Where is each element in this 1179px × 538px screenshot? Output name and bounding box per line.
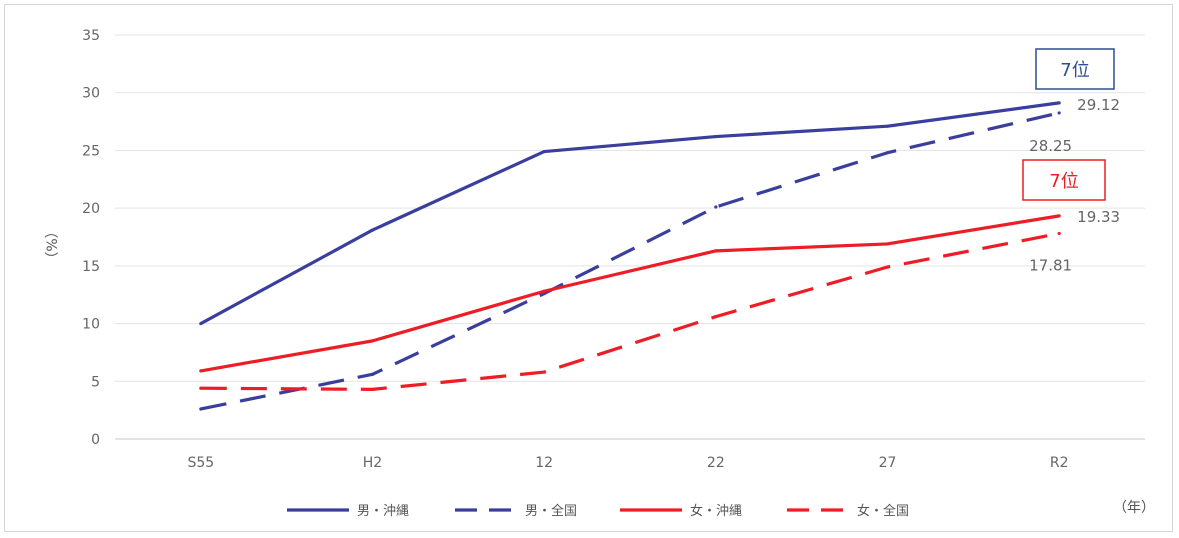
value-label: 17.81 — [1029, 256, 1072, 274]
data-point — [714, 134, 718, 139]
value-labels: 29.12 28.25 19.33 17.81 — [1029, 96, 1120, 275]
value-label: 29.12 — [1077, 96, 1120, 114]
data-point — [1057, 101, 1061, 105]
rank-badge-text: 7位 — [1060, 60, 1089, 81]
x-tick-label: S55 — [187, 455, 214, 471]
data-point — [885, 151, 890, 155]
series-lines — [199, 101, 1061, 411]
legend-label: 男・沖縄 — [357, 504, 409, 519]
data-point — [885, 242, 890, 246]
x-tick-label: 22 — [707, 455, 725, 471]
data-point — [199, 369, 203, 373]
legend-label: 女・沖縄 — [690, 503, 742, 519]
line-chart: 0 5 10 15 20 25 30 35 S55 H2 12 22 27 R2 29.12 28.25 1… — [45, 28, 1155, 519]
y-tick-label: 20 — [82, 201, 100, 217]
data-point — [199, 407, 203, 411]
legend-label: 男・全国 — [525, 503, 577, 519]
data-point — [885, 265, 890, 269]
data-point — [370, 387, 375, 391]
data-point — [199, 321, 203, 326]
series-line — [200, 101, 1060, 325]
rank-badge-text: 7位 — [1049, 171, 1078, 192]
y-tick-label: 35 — [82, 28, 100, 44]
legend-label: 女・全国 — [857, 503, 909, 519]
x-tick-labels: S55 H2 12 22 27 R2 — [187, 455, 1068, 471]
data-point — [542, 370, 546, 374]
data-point — [1057, 214, 1061, 218]
gridlines — [115, 34, 1145, 440]
data-point — [714, 205, 718, 209]
series-line — [200, 231, 1060, 391]
series-line — [200, 214, 1060, 373]
series-line — [200, 111, 1060, 411]
data-point — [199, 386, 203, 390]
x-tick-label: 12 — [535, 455, 553, 471]
y-tick-label: 10 — [82, 317, 100, 333]
data-point — [885, 124, 890, 128]
data-point — [370, 372, 375, 376]
y-tick-label: 0 — [91, 432, 100, 448]
y-axis-label: （%） — [45, 224, 61, 265]
x-tick-label: R2 — [1050, 455, 1069, 471]
y-tick-label: 25 — [82, 143, 100, 159]
data-point — [370, 339, 375, 343]
x-axis-unit: （年） — [1113, 500, 1155, 516]
y-tick-label: 5 — [91, 374, 100, 390]
legend: 男・沖縄 男・全国 女・沖縄 女・全国 — [287, 503, 909, 519]
data-point — [1057, 231, 1061, 236]
x-tick-label: 27 — [879, 455, 897, 471]
y-tick-label: 30 — [82, 86, 100, 102]
chart-frame: 0 5 10 15 20 25 30 35 S55 H2 12 22 27 R2 29.12 28.25 1… — [4, 4, 1173, 532]
data-point — [714, 249, 718, 253]
data-point — [542, 149, 546, 154]
data-point — [1057, 111, 1061, 115]
rank-badges: 7位 7位 — [1022, 48, 1115, 201]
data-point — [542, 289, 546, 293]
rank-badge-box — [1022, 159, 1106, 201]
value-label: 28.25 — [1029, 137, 1072, 155]
value-label: 19.33 — [1077, 208, 1120, 226]
rank-badge-box — [1035, 48, 1115, 90]
x-tick-label: H2 — [363, 455, 382, 471]
data-point — [370, 228, 375, 232]
y-tick-labels: 0 5 10 15 20 25 30 35 — [82, 28, 100, 448]
y-tick-label: 15 — [82, 259, 100, 275]
data-point — [714, 315, 718, 319]
